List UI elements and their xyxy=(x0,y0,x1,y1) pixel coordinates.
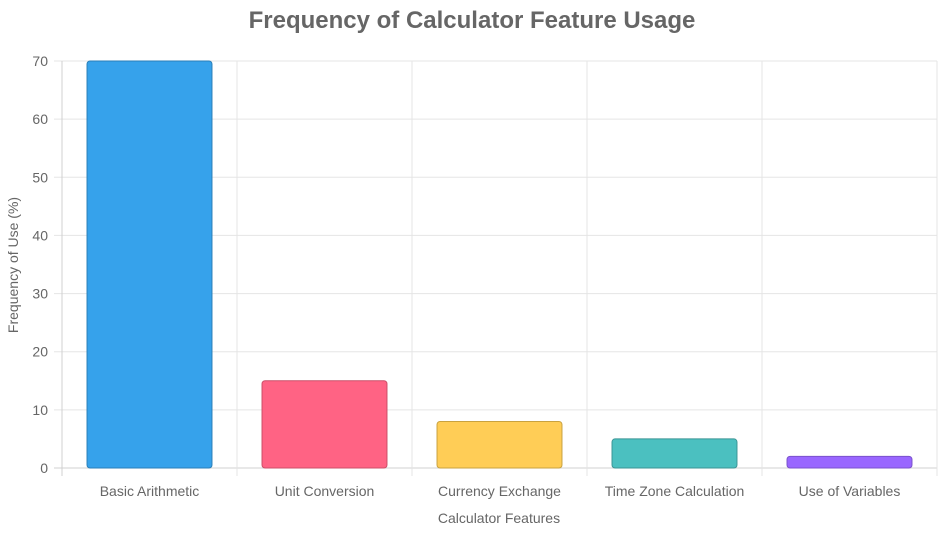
y-tick-label: 40 xyxy=(32,227,48,243)
x-tick-label: Currency Exchange xyxy=(438,483,561,499)
bar xyxy=(786,455,913,469)
bar xyxy=(611,438,738,469)
bar xyxy=(86,60,213,469)
x-tick-label: Unit Conversion xyxy=(275,483,375,499)
x-tick-label: Basic Arithmetic xyxy=(100,483,200,499)
y-tick-label: 20 xyxy=(32,344,48,360)
x-tick-label: Use of Variables xyxy=(799,483,901,499)
y-tick-label: 10 xyxy=(32,402,48,418)
y-tick-label: 0 xyxy=(40,460,48,476)
y-tick-label: 70 xyxy=(32,53,48,69)
x-axis-title: Calculator Features xyxy=(438,510,560,526)
y-tick-label: 30 xyxy=(32,286,48,302)
y-tick-label: 50 xyxy=(32,169,48,185)
chart-title: Frequency of Calculator Feature Usage xyxy=(249,7,696,34)
bar xyxy=(261,380,388,469)
bar xyxy=(436,420,563,469)
y-tick-label: 60 xyxy=(32,111,48,127)
x-axis-ticks: Basic Arithmetic Unit Conversion Currency … xyxy=(100,483,901,499)
y-axis-title: Frequency of Use (%) xyxy=(5,197,21,333)
y-axis-ticks: 0 10 20 30 40 50 60 70 xyxy=(32,53,48,476)
bars xyxy=(86,60,913,469)
x-tick-label: Time Zone Calculation xyxy=(605,483,745,499)
